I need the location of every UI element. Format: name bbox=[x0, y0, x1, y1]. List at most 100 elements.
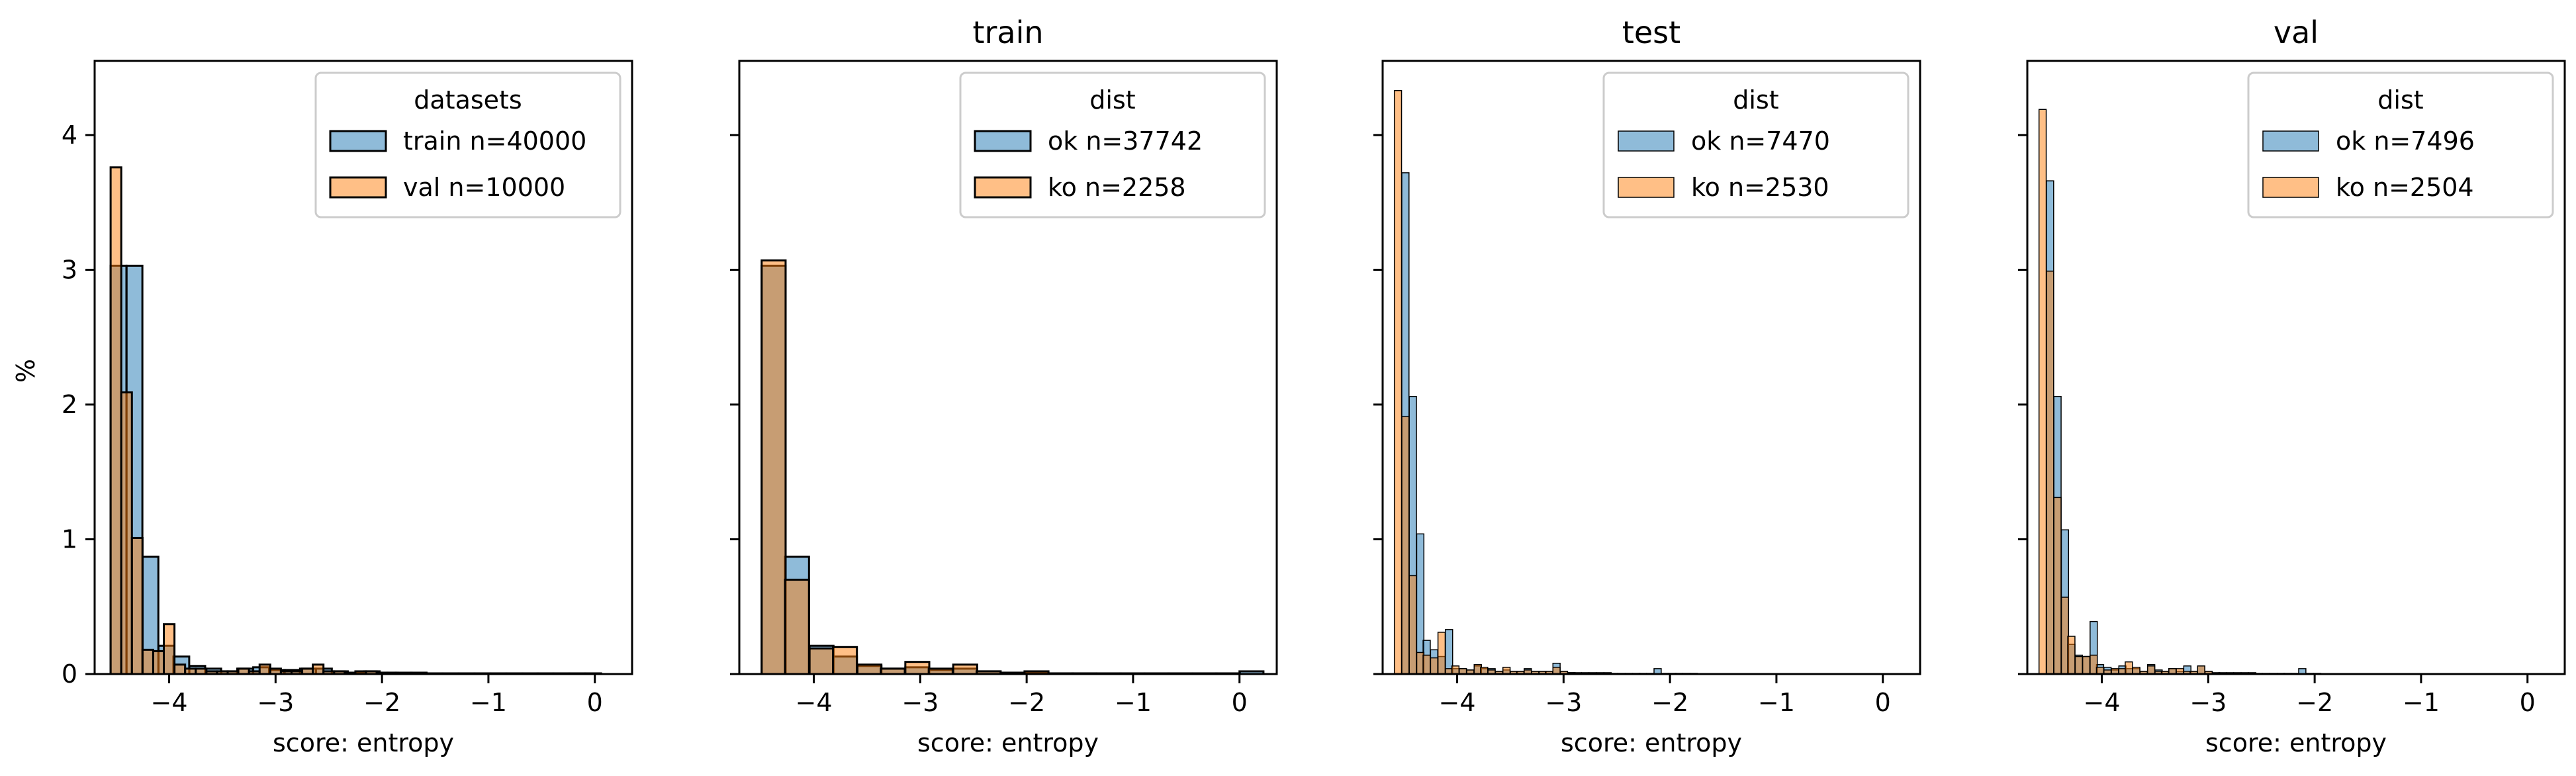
x-tick-label: −1 bbox=[470, 688, 507, 717]
legend-swatch bbox=[974, 130, 1032, 152]
histogram-bar bbox=[760, 259, 787, 675]
legend-entry-label: ko n=2530 bbox=[1691, 173, 1829, 202]
legend-entry-label: ko n=2258 bbox=[1048, 173, 1186, 202]
legend-entry-label: train n=40000 bbox=[403, 126, 586, 156]
legend-box bbox=[1602, 72, 1909, 218]
histogram-bar bbox=[808, 647, 835, 675]
legend-box bbox=[959, 72, 1266, 218]
histogram-bar bbox=[2067, 636, 2076, 675]
axes-frame bbox=[2026, 60, 2566, 675]
y-tick-label: 1 bbox=[62, 524, 77, 554]
x-tick-label: −2 bbox=[1651, 688, 1688, 717]
panel-title: val bbox=[2274, 15, 2319, 50]
histogram-bar bbox=[1422, 654, 1431, 675]
legend-swatch bbox=[329, 130, 387, 152]
x-tick-label: −2 bbox=[1008, 688, 1045, 717]
legend-title: dist bbox=[2377, 85, 2423, 115]
histogram-bar bbox=[258, 663, 271, 675]
histogram-bar bbox=[141, 648, 154, 675]
y-tick-label: 4 bbox=[62, 121, 77, 150]
legend-swatch bbox=[1618, 177, 1675, 198]
x-tick-label: −1 bbox=[2403, 688, 2440, 717]
legend-title: datasets bbox=[414, 85, 522, 115]
histogram-bar bbox=[2074, 655, 2083, 675]
histogram-bar bbox=[2038, 109, 2047, 675]
series-1 bbox=[760, 264, 1265, 675]
histogram-bar bbox=[2197, 665, 2205, 675]
histogram-bar bbox=[2125, 661, 2133, 675]
series-1 bbox=[1401, 172, 1698, 675]
histogram-bar bbox=[109, 166, 122, 675]
x-tick-label: −1 bbox=[1758, 688, 1795, 717]
legend-box bbox=[2247, 72, 2554, 218]
x-axis-label: score: entropy bbox=[1561, 728, 1742, 757]
x-tick-label: 0 bbox=[1875, 688, 1891, 717]
legend: datasets train n=40000 val n=10000 bbox=[314, 72, 621, 218]
histogram-bar bbox=[152, 650, 165, 675]
x-tick-label: −2 bbox=[2296, 688, 2333, 717]
panel-title: test bbox=[1622, 15, 1680, 50]
histogram-bar bbox=[2132, 667, 2140, 675]
x-tick-label: −4 bbox=[151, 688, 188, 717]
legend-entry-label: ok n=37742 bbox=[1048, 126, 1203, 156]
series-2 bbox=[760, 259, 1097, 675]
histogram-bar bbox=[1393, 90, 1403, 675]
histogram-bar bbox=[173, 663, 187, 675]
histogram-bar bbox=[1401, 416, 1410, 675]
legend-box bbox=[314, 72, 621, 218]
legend-title: dist bbox=[1733, 85, 1778, 115]
panel-title: train bbox=[972, 15, 1043, 50]
y-tick-label: 0 bbox=[62, 659, 77, 689]
histogram-bar bbox=[2046, 270, 2054, 675]
axes-frame bbox=[1381, 60, 1921, 675]
chart-panel-2: −4 −3 −2 −1 0 score: entropy train dist ok n=377… bbox=[730, 15, 1278, 757]
legend-title: dist bbox=[1089, 85, 1135, 115]
histogram-bar bbox=[163, 623, 176, 675]
histogram-bar bbox=[312, 663, 325, 675]
histogram-bar bbox=[1408, 575, 1417, 675]
x-tick-label: −3 bbox=[901, 688, 939, 717]
x-tick-label: −1 bbox=[1115, 688, 1152, 717]
chart-panel-4: −4 −3 −2 −1 0 score: entropy val dist ok n=7496 k… bbox=[2018, 15, 2566, 757]
x-axis-label: score: entropy bbox=[2205, 728, 2387, 757]
legend-entry-label: val n=10000 bbox=[403, 173, 565, 202]
x-tick-label: −2 bbox=[363, 688, 400, 717]
histogram-bar bbox=[952, 663, 978, 675]
axes-frame bbox=[93, 60, 633, 675]
x-tick-label: −3 bbox=[257, 688, 294, 717]
series-1 bbox=[2046, 180, 2322, 675]
y-axis-label: % bbox=[11, 359, 40, 383]
legend: dist ok n=7470 ko n=2530 bbox=[1602, 72, 1909, 218]
histogram-bar bbox=[1430, 657, 1438, 675]
panels: −4 −3 −2 −1 0 0 1 2 3 4 score: entropy datasets trai… bbox=[62, 15, 2566, 757]
x-tick-label: 0 bbox=[2520, 688, 2536, 717]
histogram-bar bbox=[784, 579, 810, 675]
histogram-bar bbox=[904, 661, 931, 675]
histogram-bar bbox=[1502, 667, 1511, 675]
histogram-bar bbox=[1552, 667, 1561, 675]
x-tick-label: −4 bbox=[2084, 688, 2121, 717]
x-tick-label: −3 bbox=[2189, 688, 2227, 717]
chart-panel-1: −4 −3 −2 −1 0 0 1 2 3 4 score: entropy datasets trai… bbox=[62, 60, 633, 757]
legend-swatch bbox=[1618, 130, 1675, 152]
histogram-bar bbox=[832, 646, 858, 675]
histogram-bar bbox=[856, 663, 883, 675]
legend-entry-label: ok n=7496 bbox=[2336, 126, 2475, 156]
legend-swatch bbox=[2262, 177, 2319, 198]
x-axis-label: score: entropy bbox=[273, 728, 454, 757]
legend-entry-label: ko n=2504 bbox=[2336, 173, 2474, 202]
y-tick-label: 2 bbox=[62, 390, 77, 419]
histogram-bar bbox=[130, 536, 144, 675]
legend: dist ok n=37742 ko n=2258 bbox=[959, 72, 1266, 218]
legend-swatch bbox=[2262, 130, 2319, 152]
legend-swatch bbox=[329, 176, 387, 199]
histogram-bar bbox=[2146, 665, 2156, 675]
x-tick-label: 0 bbox=[587, 688, 603, 717]
series-2 bbox=[2038, 109, 2213, 675]
histogram-bar bbox=[2095, 667, 2105, 675]
x-tick-label: −4 bbox=[796, 688, 833, 717]
histogram-bar bbox=[1437, 632, 1446, 675]
histogram-bar bbox=[1451, 665, 1460, 675]
histogram-bar bbox=[2053, 497, 2062, 675]
